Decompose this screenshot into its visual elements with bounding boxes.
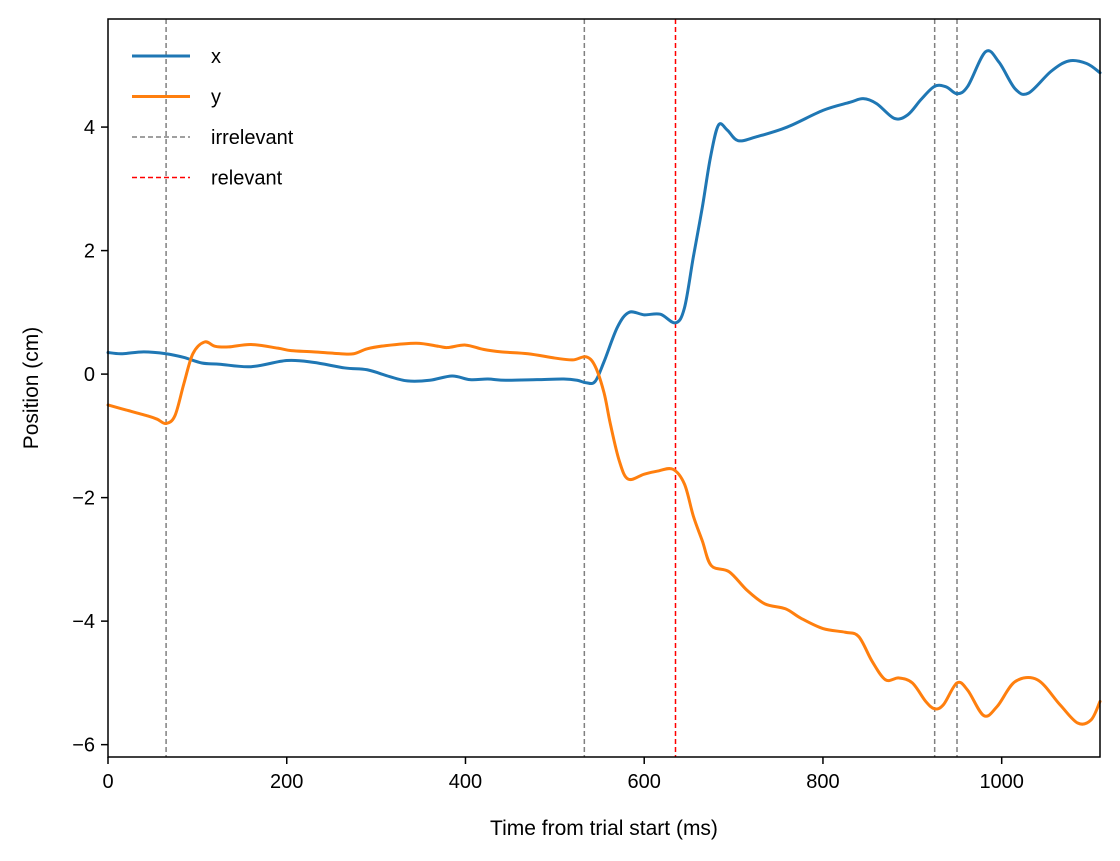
x-tick-label: 1000 [979, 771, 1024, 793]
y-tick-label: 4 [84, 117, 95, 139]
legend: xy irrelevant relevant [132, 46, 294, 190]
x-axis: 0 200 400 600 800 1000 [102, 757, 1024, 793]
series-line-x [106, 49, 1102, 386]
x-tick-label: 200 [270, 771, 303, 793]
x-tick-label: 400 [449, 771, 482, 793]
x-tick-label: 800 [806, 771, 839, 793]
plot-frame [107, 18, 1101, 758]
series-layer [106, 49, 1102, 726]
y-tick-label: −6 [72, 735, 95, 757]
y-tick-label: −2 [72, 488, 95, 510]
legend-label-x: x [211, 46, 221, 68]
x-tick-label: 0 [102, 771, 113, 793]
y-tick-label: 0 [84, 364, 95, 386]
y-tick-label: 2 [84, 241, 95, 263]
x-tick-label: 600 [628, 771, 661, 793]
y-axis: −6 −4 −2 0 2 4 [72, 117, 108, 757]
x-axis-label: Time from trial start (ms) [490, 817, 718, 840]
event-lines [165, 19, 958, 757]
legend-label-y: y [211, 87, 221, 109]
legend-label-irrelevant: irrelevant [211, 127, 294, 149]
y-axis-label: Position (cm) [20, 327, 43, 450]
y-tick-label: −4 [72, 611, 95, 633]
series-line-y [106, 340, 1102, 726]
legend-label-relevant: relevant [211, 168, 283, 190]
